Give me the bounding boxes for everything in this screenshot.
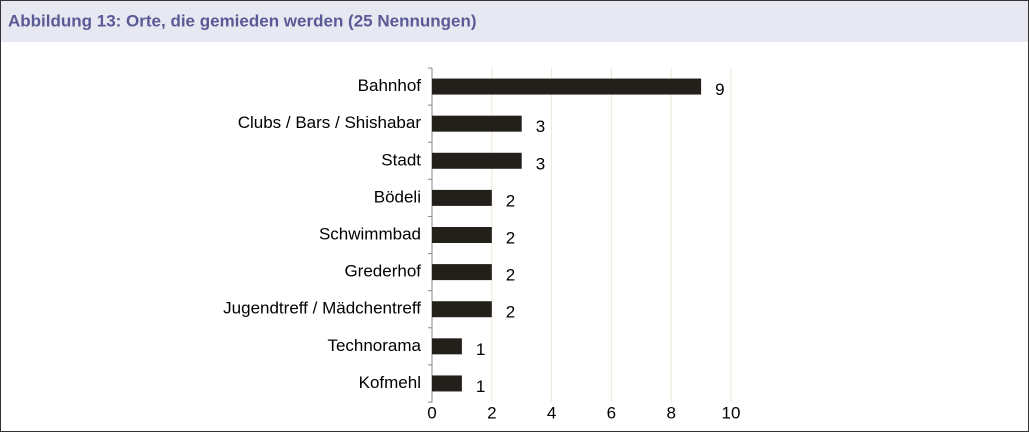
chart-title: Abbildung 13: Orte, die gemieden werden … (8, 11, 477, 30)
y-tick-label: Technorama (327, 336, 421, 355)
data-label: 2 (506, 266, 515, 285)
y-tick-label: Grederhof (344, 262, 421, 281)
bar (432, 152, 522, 169)
y-tick-label: Bödeli (374, 187, 421, 206)
y-tick-label: Schwimmbad (319, 224, 421, 243)
bar (432, 375, 462, 392)
data-label: 3 (536, 117, 545, 136)
bar (432, 78, 702, 95)
data-label: 2 (506, 303, 515, 322)
data-label: 3 (536, 154, 545, 173)
y-tick-label: Kofmehl (359, 373, 421, 392)
data-label: 1 (476, 377, 485, 396)
bar (432, 264, 492, 281)
header-band (0, 0, 1029, 42)
x-tick-label: 6 (607, 403, 616, 422)
x-tick-label: 0 (427, 403, 436, 422)
x-tick-label: 2 (487, 403, 496, 422)
bar (432, 301, 492, 318)
y-tick-label: Bahnhof (358, 76, 422, 95)
data-label: 2 (506, 191, 515, 210)
x-tick-label: 8 (666, 403, 675, 422)
data-label: 9 (715, 80, 724, 99)
bar (432, 338, 462, 355)
y-tick-label: Clubs / Bars / Shishabar (238, 113, 422, 132)
x-tick-label: 10 (722, 403, 741, 422)
y-tick-label: Jugendtreff / Mädchentreff (223, 299, 421, 318)
data-label: 2 (506, 228, 515, 247)
y-tick-label: Stadt (381, 150, 421, 169)
bar (432, 227, 492, 243)
data-label: 1 (476, 340, 485, 359)
bar (432, 189, 492, 206)
x-tick-label: 4 (547, 403, 556, 422)
bar (432, 115, 522, 132)
